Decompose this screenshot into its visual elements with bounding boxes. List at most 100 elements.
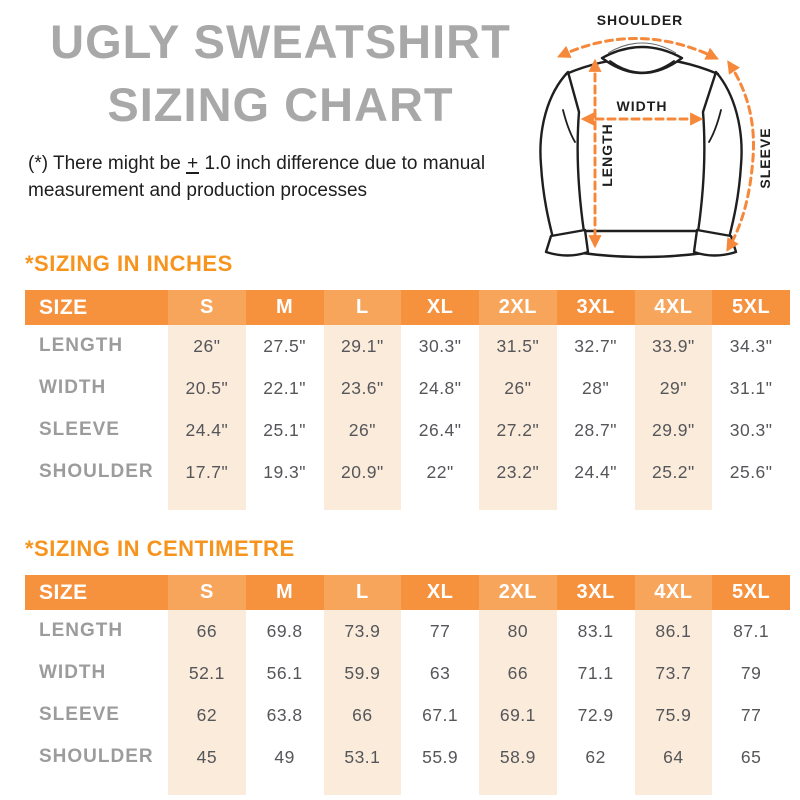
table-row-width: WIDTH 52.1 56.1 59.9 63 66 71.1 73.7 79 (25, 652, 790, 694)
value-cell: 25.6" (729, 461, 773, 482)
col-header-4xl: 4XL (634, 575, 713, 610)
col-header-xl: XL (401, 575, 479, 610)
section-sizing-inches: *SIZING IN INCHES SIZE S M L XL 2XL 3XL 4XL 5XL L… (25, 250, 790, 510)
row-label-shoulder: SHOULDER (39, 746, 154, 767)
value-cell: 29.1" (323, 325, 402, 367)
row-label-width: WIDTH (39, 662, 107, 683)
row-label-width: WIDTH (39, 377, 107, 398)
value-cell: 77 (740, 704, 762, 725)
row-label-length: LENGTH (39, 620, 124, 641)
row-label-shoulder: SHOULDER (39, 461, 154, 482)
value-cell: 63.8 (266, 704, 303, 725)
value-cell: 83.1 (577, 620, 614, 641)
spacer-cell (634, 778, 713, 795)
value-cell: 66 (479, 652, 557, 694)
col-header-3xl: 3XL (556, 575, 635, 610)
shirt-right-cuff (692, 228, 738, 257)
value-cell: 64 (634, 736, 713, 778)
value-cell: 71.1 (577, 662, 614, 683)
spacer-cell (168, 778, 246, 795)
table-row-sleeve: SLEEVE 24.4" 25.1" 26" 26.4" 27.2" 28.7" 29.9" 3… (25, 409, 790, 451)
shirt-left-sleeve (539, 70, 586, 240)
shoulder-arrow (557, 37, 719, 60)
value-cell: 22" (426, 461, 454, 482)
spacer-cell (479, 778, 557, 795)
spacer-cell (25, 778, 168, 795)
value-cell: 53.1 (323, 736, 402, 778)
sleeve-label: SLEEVE (757, 127, 773, 188)
value-cell: 67.1 (422, 704, 459, 725)
section-title-centimetre: *SIZING IN CENTIMETRE (25, 536, 295, 561)
row-label-sleeve: SLEEVE (39, 419, 120, 440)
value-cell: 59.9 (323, 652, 402, 694)
col-header-5xl: 5XL (712, 575, 790, 610)
spacer-cell (634, 493, 713, 510)
table-row-length: LENGTH 66 69.8 73.9 77 80 83.1 86.1 87.1 (25, 610, 790, 652)
value-cell: 66 (323, 694, 402, 736)
value-cell: 80 (479, 610, 557, 652)
table-row-shoulder: SHOULDER 45 49 53.1 55.9 58.9 62 64 65 (25, 736, 790, 778)
sizing-table-centimetre: SIZE S M L XL 2XL 3XL 4XL 5XL LENGTH 66 69.8 73.9 77 8… (25, 575, 790, 795)
shirt-body (564, 56, 720, 240)
value-cell: 69.8 (266, 620, 303, 641)
value-cell: 65 (740, 746, 762, 767)
value-cell: 77 (429, 620, 451, 641)
value-cell: 26" (168, 325, 246, 367)
col-header-l: L (323, 575, 402, 610)
value-cell: 87.1 (733, 620, 770, 641)
note-text-end: 1.0 inch difference due to manual measur… (28, 153, 486, 201)
value-cell: 25.1" (263, 419, 307, 440)
tolerance-note: (*) There might be + 1.0 inch difference… (28, 150, 533, 204)
table-row-length: LENGTH 26" 27.5" 29.1" 30.3" 31.5" 32.7" 33.9" 3… (25, 325, 790, 367)
value-cell: 27.5" (263, 335, 307, 356)
size-column-header: SIZE (25, 290, 168, 325)
col-header-2xl: 2XL (479, 290, 557, 325)
value-cell: 26.4" (418, 419, 462, 440)
length-label: LENGTH (599, 123, 615, 187)
table-row-sleeve: SLEEVE 62 63.8 66 67.1 69.1 72.9 75.9 77 (25, 694, 790, 736)
value-cell: 73.7 (634, 652, 713, 694)
shirt-collar-inner (609, 60, 675, 74)
col-header-2xl: 2XL (479, 575, 557, 610)
plus-minus-sign: + (186, 153, 200, 174)
value-cell: 24.8" (418, 377, 462, 398)
spacer-cell (25, 493, 168, 510)
value-cell: 23.6" (323, 367, 402, 409)
shirt-left-cuff (544, 228, 590, 257)
value-cell: 58.9 (479, 736, 557, 778)
spacer-cell (479, 493, 557, 510)
value-cell: 32.7" (574, 335, 618, 356)
title-block: UGLY SWEATSHIRT SIZING CHART (*) There m… (28, 10, 533, 204)
row-label-sleeve: SLEEVE (39, 704, 120, 725)
value-cell: 75.9 (634, 694, 713, 736)
value-cell: 24.4" (168, 409, 246, 451)
value-cell: 29" (634, 367, 713, 409)
value-cell: 20.5" (168, 367, 246, 409)
table-row-shoulder: SHOULDER 17.7" 19.3" 20.9" 22" 23.2" 24.4" 25.2… (25, 451, 790, 493)
value-cell: 19.3" (263, 461, 307, 482)
value-cell: 34.3" (729, 335, 773, 356)
value-cell: 23.2" (479, 451, 557, 493)
value-cell: 28.7" (574, 419, 618, 440)
col-header-4xl: 4XL (634, 290, 713, 325)
spacer-cell (323, 778, 402, 795)
spacer-cell (712, 778, 790, 795)
value-cell: 30.3" (418, 335, 462, 356)
sleeve-arrow (726, 60, 755, 252)
value-cell: 31.1" (729, 377, 773, 398)
note-text-start: (*) There might be (28, 153, 187, 174)
value-cell: 29.9" (634, 409, 713, 451)
col-header-xl: XL (401, 290, 479, 325)
value-cell: 66 (168, 610, 246, 652)
value-cell: 31.5" (479, 325, 557, 367)
value-cell: 62 (168, 694, 246, 736)
spacer-cell (168, 493, 246, 510)
col-header-s: S (168, 575, 246, 610)
value-cell: 17.7" (168, 451, 246, 493)
value-cell: 24.4" (574, 461, 618, 482)
row-label-length: LENGTH (39, 335, 124, 356)
value-cell: 25.2" (634, 451, 713, 493)
value-cell: 49 (274, 746, 295, 767)
col-header-5xl: 5XL (712, 290, 790, 325)
